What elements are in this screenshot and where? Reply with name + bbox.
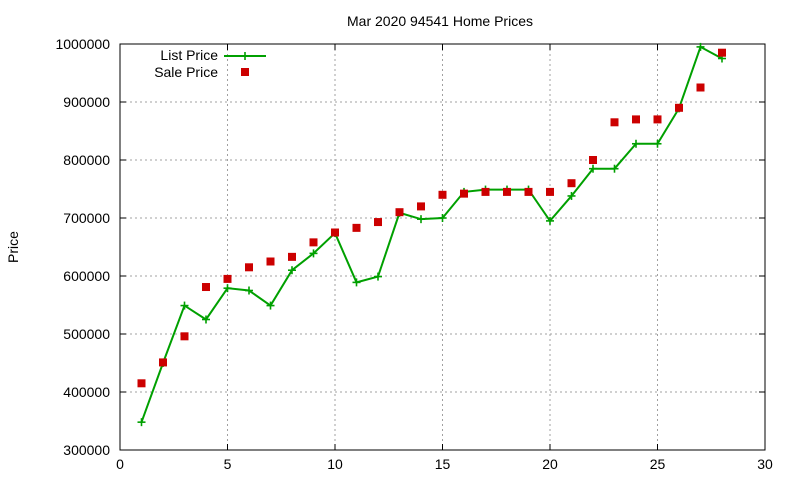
list-price-point [288,266,296,275]
sale-price-point [374,218,382,227]
list-price-point [417,215,425,224]
sale-price-point [266,257,275,266]
x-tick-label: 30 [757,456,773,472]
series-1 [137,42,726,427]
legend-swatches [224,52,266,76]
sale-price-point [438,190,447,199]
sale-price-point [417,202,425,211]
sale-price-point [524,187,533,196]
series [137,42,726,427]
sale-price-point [180,332,189,341]
list-price-point [245,286,253,295]
sale-price-point [159,358,167,367]
sale-price-point [202,283,210,292]
sale-price-point [288,252,296,261]
sale-price-point [460,189,468,198]
sale-price-point [675,103,683,112]
sale-price-point [223,274,232,283]
legend-label-sale-price: Sale Price [154,64,218,80]
list-price-point [137,418,146,427]
series-2 [137,48,726,388]
sale-price-point [589,156,597,164]
y-tick-label: 500000 [63,326,110,342]
list-price-point [202,315,210,324]
x-tick-label: 0 [116,456,124,472]
list-price-point [610,164,619,173]
grid [120,44,765,450]
y-tick-label: 800000 [63,152,110,168]
x-tick-label: 20 [542,456,558,472]
sale-price-point [331,228,339,237]
x-tick-label: 10 [327,456,343,472]
list-price-line [140,45,723,423]
sale-price-point [567,179,576,188]
list-price-point [589,164,597,173]
sale-price-point [546,187,554,196]
sale-price-point [352,223,361,232]
sale-price-point [696,83,705,92]
sale-price-point [309,238,318,247]
sale-price-point [653,115,662,124]
list-price-point [266,301,275,310]
list-price-point [223,284,232,293]
legend-label-list-price: List Price [160,47,218,63]
x-tick-label: 25 [650,456,666,472]
sale-price-point [610,118,619,127]
list-price-point [309,249,318,258]
y-tick-label: 300000 [63,442,110,458]
legend-marker-list-price [241,52,249,60]
sale-price-point [718,48,726,57]
sale-price-point [632,115,640,124]
sale-price-point [395,208,404,217]
sale-price-point [245,263,253,272]
list-price-point [438,214,447,222]
sale-price-point [503,187,511,196]
y-tick-label: 1000000 [55,36,110,52]
x-tick-label: 5 [224,456,232,472]
list-price-point [180,301,189,310]
list-price-point [374,272,382,281]
y-tick-label: 900000 [63,94,110,110]
y-tick-label: 400000 [63,384,110,400]
list-price-point [567,191,576,200]
list-price-point [352,278,361,287]
list-price-point [653,139,662,148]
y-tick-label: 700000 [63,210,110,226]
sale-price-point [481,187,490,196]
tick-labels: 0 5 10 15 20 25 30 300000 400000 500000 600000 7000… [55,36,773,472]
legend-marker-sale-price [241,68,249,76]
y-axis-label: Price [5,231,21,263]
y-tick-label: 600000 [63,268,110,284]
list-price-point [696,42,705,51]
sale-price-point [137,379,146,388]
chart-title: Mar 2020 94541 Home Prices [347,13,533,29]
axes [119,43,766,451]
legend: List Price Sale Price [154,47,266,80]
list-price-point [632,139,640,148]
list-price-point [546,216,554,225]
x-tick-label: 15 [435,456,451,472]
